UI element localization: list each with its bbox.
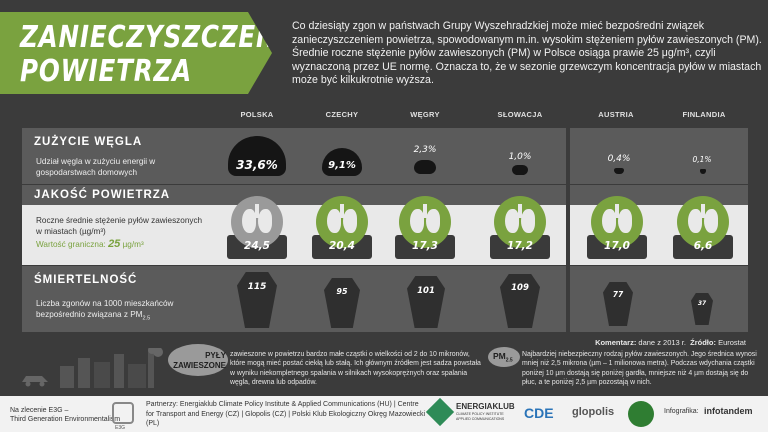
mortality-panel: ŚMIERTELNOŚĆ Liczba zgonów na 1000 miesz… [22,266,748,332]
country-header-austria: AUSTRIA [598,110,634,119]
mortality-value-finland: 37 [697,300,707,307]
country-header-finland: FINLANDIA [682,110,726,119]
coffin-slovakia [500,274,540,328]
limit-value: 25 [108,238,121,250]
intro-text: Co dziesiąty zgon w państwach Grupy Wysz… [292,20,762,87]
coal-title: ZUŻYCIE WĘGLA [34,136,143,148]
lungs-icon-austria [591,196,643,248]
source-label: Źródło: [690,338,716,347]
air-value-hungary: 17,3 [412,240,438,252]
air-value-slovakia: 17,2 [507,240,533,252]
air-value-finland: 6,6 [693,240,713,252]
pm25-label: PM2.5 [493,351,513,364]
lungs-icon-czechia [316,196,368,248]
title-line-1: ZANIECZYSZCZENIE [20,20,306,55]
infographic-label: Infografika: [664,408,699,415]
coal-value-poland: 33,6% [236,158,278,172]
mortality-value-austria: 77 [612,290,624,299]
lungs-icon-slovakia [494,196,546,248]
lungs-icon-poland [231,196,283,248]
mortality-value-hungary: 101 [417,286,435,296]
title-line-2: POWIETRZA [20,54,193,89]
pyly-label-line1: PYŁY [205,351,226,360]
mortality-desc-sub: 2.5 [142,315,151,322]
limit-label: Wartość graniczna: [36,240,106,249]
air-quality-limit: Wartość graniczna: 25 µg/m³ [36,239,206,250]
pyly-bubble [168,344,228,376]
city-skyline-illustration [22,348,163,388]
glopolis-logo: glopolis [572,406,615,418]
air-quality-desc: Roczne średnie stężenie pyłów zawieszony… [36,216,203,236]
pyly-text: zawieszone w powietrzu bardzo małe cząst… [230,351,481,387]
energiaklub-logo-text: ENERGIAKLUB [456,402,515,411]
coal-value-finland: 0,1% [692,155,712,164]
mortality-value-slovakia: 109 [511,283,529,293]
data-footnote: Komentarz: dane z 2013 r. Źródło: Eurost… [595,338,746,347]
partners-text: Partnerzy: Energiaklub Climate Policy In… [146,401,426,427]
coffin-czechia [324,278,360,328]
commission-line2: Third Generation Environmentalism [10,416,121,423]
country-header-czechia: CZECHY [325,110,359,119]
mortality-title: ŚMIERTELNOŚĆ [34,274,138,286]
country-header-hungary: WĘGRY [410,110,440,119]
mortality-desc-text: Liczba zgonów na 1000 mieszkańców bezpoś… [36,299,174,319]
pm25-label-sub: 2.5 [505,357,513,364]
infotandem-logo: infotandem [704,406,753,416]
coal-pile-poland [228,136,286,176]
coal-value-austria: 0,4% [607,154,631,164]
pm25-bubble [488,347,520,367]
air-quality-title: JAKOŚĆ POWIETRZA [34,189,171,201]
coal-pile-hungary [414,160,436,174]
cde-logo: CDE [524,405,554,421]
e3g-logo [112,402,134,424]
comment-label: Komentarz: [595,338,637,347]
coffin-poland [237,272,277,328]
title-banner: ZANIECZYSZCZENIE POWIETRZA [0,12,272,94]
commission-text: Na zlecenie E3G – Third Generation Envir… [10,406,120,424]
country-header-poland: POLSKA [240,110,274,119]
mortality-value-poland: 115 [247,282,267,292]
pm25-label-main: PM [493,351,506,361]
commission-line1: Na zlecenie E3G – [10,407,69,414]
comment-text: dane z 2013 r. [638,338,686,347]
eu-divider [566,128,570,332]
coal-value-hungary: 2,3% [413,145,437,155]
coal-value-czechia: 9,1% [328,160,356,171]
e3g-logo-text: E3G [115,425,126,431]
air-value-poland: 24,5 [244,240,270,252]
pm25-text: Najbardziej niebezpieczny rodzaj pyłów z… [522,351,757,387]
country-header-slovakia: SŁOWACJA [497,110,543,119]
mortality-desc: Liczba zgonów na 1000 mieszkańców bezpoś… [36,298,196,325]
pke-logo-icon [628,401,654,427]
energiaklub-logo-sub: CLIMATE POLICY INSTITUTE APPLIED COMMUNI… [456,412,505,421]
coal-pile-czechia [322,148,362,176]
pyly-label: PYŁY ZAWIESZONE [170,351,226,371]
air-value-austria: 17,0 [604,240,630,252]
source-text: Eurostat [718,338,746,347]
air-value-czechia: 20,4 [329,240,355,252]
coal-desc: Udział węgla w zużyciu energii w gospoda… [36,157,156,177]
lungs-icon-finland [677,196,729,248]
pyly-label-line2: ZAWIESZONE [173,361,226,370]
limit-unit: µg/m³ [122,240,144,249]
coal-pile-austria [614,168,624,174]
coal-panel: ZUŻYCIE WĘGLA Udział węgla w zużyciu ene… [22,128,748,184]
coal-pile-slovakia [512,165,528,175]
mortality-value-czechia: 95 [336,287,348,296]
coal-pile-finland [700,169,706,174]
coffin-austria [603,282,633,326]
energiaklub-logo-icon [425,397,455,427]
coffin-hungary [407,276,445,328]
footer: Na zlecenie E3G – Third Generation Envir… [0,396,768,432]
lungs-icon-hungary [399,196,451,248]
coal-value-slovakia: 1,0% [508,152,532,162]
coffin-finland [691,293,713,325]
